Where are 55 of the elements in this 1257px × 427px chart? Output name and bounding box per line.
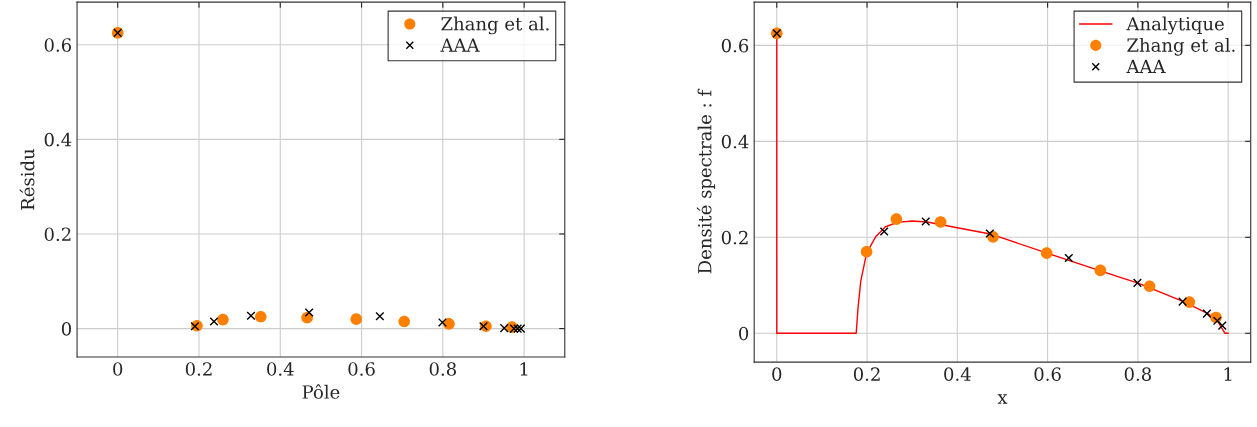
- legend-label: Zhang et al.: [441, 16, 549, 35]
- x-tick-label: 0.4: [267, 362, 294, 376]
- point: [254, 310, 267, 323]
- y-axis-title: Résidu: [19, 148, 35, 210]
- point: [443, 318, 455, 330]
- y-tick-label: 0.2: [44, 227, 71, 242]
- point: [304, 307, 314, 317]
- x-tick-label: 1: [520, 362, 528, 376]
- legend-label: AAA: [440, 38, 480, 52]
- point: [890, 213, 903, 225]
- point: [246, 311, 256, 321]
- y-tick-label: 0: [739, 326, 749, 341]
- x-tick-label: 0.8: [1124, 367, 1152, 381]
- point: [1094, 264, 1107, 277]
- x-tick-label: 0.2: [853, 367, 880, 381]
- y-tick-label: 0.4: [44, 132, 72, 147]
- point: [398, 315, 411, 328]
- point: [1178, 297, 1188, 307]
- x-tick-label: 0.4: [944, 367, 971, 381]
- x-tick-label: 0: [772, 367, 782, 381]
- legend-label: AAA: [1126, 59, 1166, 73]
- y-tick-label: 0.4: [721, 134, 749, 149]
- x-axis-title: x: [997, 394, 1008, 404]
- point: [1143, 280, 1156, 293]
- point: [217, 313, 229, 326]
- x-axis-title: Pôle: [302, 384, 340, 399]
- point: [375, 311, 385, 321]
- x-tick-label: 1: [1224, 367, 1232, 381]
- legend-label: Analytique: [1126, 16, 1224, 35]
- point: [1202, 309, 1212, 319]
- point: [478, 321, 488, 331]
- point: [860, 245, 873, 258]
- x-tick-label: 0: [113, 362, 123, 376]
- x-tick-label: 0.6: [348, 362, 375, 376]
- point: [934, 216, 947, 228]
- legend-label: Zhang et al.: [1127, 37, 1235, 56]
- y-axis-title: Densité spectrale : f: [696, 88, 716, 274]
- y-tick-label: 0: [61, 322, 71, 336]
- point: [1040, 247, 1053, 259]
- y-tick-label: 0.6: [44, 38, 72, 52]
- point: [879, 227, 889, 237]
- point: [437, 317, 447, 327]
- x-tick-label: 0.6: [1034, 367, 1061, 381]
- x-tick-label: 0.8: [429, 362, 456, 376]
- point: [1217, 321, 1227, 331]
- point: [1132, 278, 1142, 288]
- point: [921, 216, 931, 226]
- x-tick-label: 0.2: [185, 362, 212, 376]
- point: [350, 313, 363, 325]
- point: [209, 316, 219, 326]
- point: [985, 228, 995, 238]
- point: [1064, 253, 1074, 263]
- y-tick-label: 0.6: [721, 38, 749, 53]
- y-tick-label: 0.2: [721, 230, 748, 245]
- point: [1212, 316, 1222, 326]
